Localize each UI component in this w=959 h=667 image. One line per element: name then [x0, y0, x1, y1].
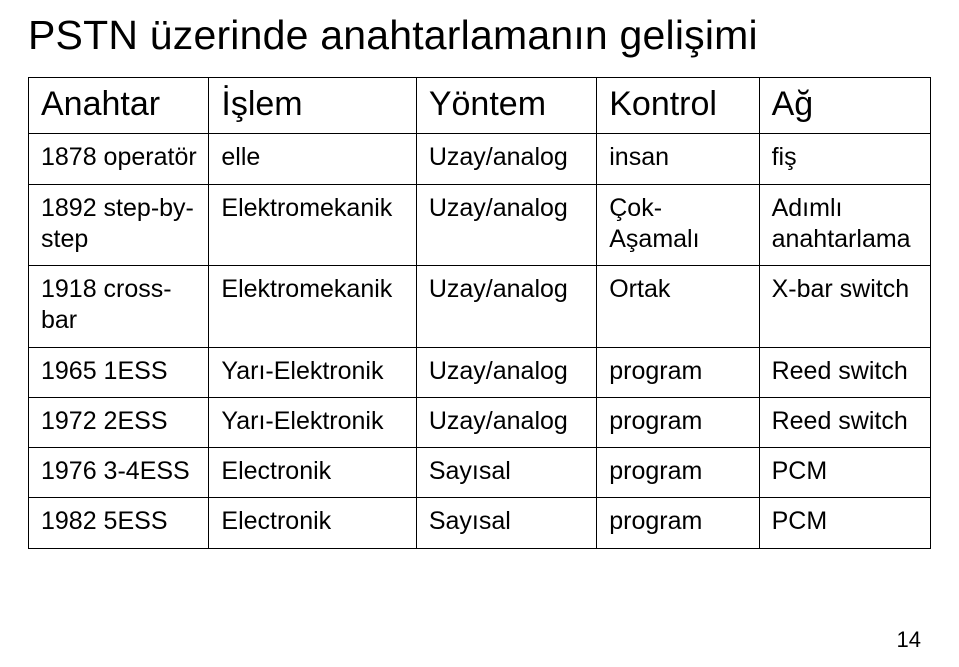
cell: insan — [597, 134, 759, 184]
cell: program — [597, 448, 759, 498]
cell: Reed switch — [759, 397, 930, 447]
cell: PCM — [759, 448, 930, 498]
cell: 1965 1ESS — [29, 347, 209, 397]
cell: 1982 5ESS — [29, 498, 209, 548]
cell: program — [597, 347, 759, 397]
cell: 1892 step-by-step — [29, 184, 209, 266]
cell: 1918 cross-bar — [29, 266, 209, 348]
page-number: 14 — [897, 627, 921, 653]
cell: Elektromekanik — [209, 266, 416, 348]
cell: Ortak — [597, 266, 759, 348]
table-row: 1878 operatör elle Uzay/analog insan fiş — [29, 134, 931, 184]
cell: Reed switch — [759, 347, 930, 397]
cell: Electronik — [209, 448, 416, 498]
cell: X-bar switch — [759, 266, 930, 348]
th-kontrol: Kontrol — [597, 78, 759, 134]
cell: elle — [209, 134, 416, 184]
cell: Uzay/analog — [416, 397, 596, 447]
table-row: 1976 3-4ESS Electronik Sayısal program P… — [29, 448, 931, 498]
cell: program — [597, 397, 759, 447]
table-row: 1892 step-by-step Elektromekanik Uzay/an… — [29, 184, 931, 266]
table-row: 1982 5ESS Electronik Sayısal program PCM — [29, 498, 931, 548]
page-title: PSTN üzerinde anahtarlamanın gelişimi — [28, 12, 931, 59]
cell: PCM — [759, 498, 930, 548]
cell: Electronik — [209, 498, 416, 548]
cell: Yarı-Elektronik — [209, 397, 416, 447]
cell: 1972 2ESS — [29, 397, 209, 447]
table-row: 1965 1ESS Yarı-Elektronik Uzay/analog pr… — [29, 347, 931, 397]
cell: Uzay/analog — [416, 347, 596, 397]
cell: Elektromekanik — [209, 184, 416, 266]
th-ag: Ağ — [759, 78, 930, 134]
cell: Çok-Aşamalı — [597, 184, 759, 266]
cell: Adımlı anahtarlama — [759, 184, 930, 266]
table-row: 1972 2ESS Yarı-Elektronik Uzay/analog pr… — [29, 397, 931, 447]
cell: 1878 operatör — [29, 134, 209, 184]
th-anahtar: Anahtar — [29, 78, 209, 134]
cell: Uzay/analog — [416, 266, 596, 348]
cell: Sayısal — [416, 498, 596, 548]
cell: Sayısal — [416, 448, 596, 498]
cell: 1976 3-4ESS — [29, 448, 209, 498]
switching-evolution-table: Anahtar İşlem Yöntem Kontrol Ağ 1878 ope… — [28, 77, 931, 549]
cell: Uzay/analog — [416, 184, 596, 266]
cell: Yarı-Elektronik — [209, 347, 416, 397]
th-islem: İşlem — [209, 78, 416, 134]
cell: Uzay/analog — [416, 134, 596, 184]
cell: fiş — [759, 134, 930, 184]
page: PSTN üzerinde anahtarlamanın gelişimi An… — [0, 0, 959, 667]
table-header-row: Anahtar İşlem Yöntem Kontrol Ağ — [29, 78, 931, 134]
table-row: 1918 cross-bar Elektromekanik Uzay/analo… — [29, 266, 931, 348]
th-yontem: Yöntem — [416, 78, 596, 134]
cell: program — [597, 498, 759, 548]
